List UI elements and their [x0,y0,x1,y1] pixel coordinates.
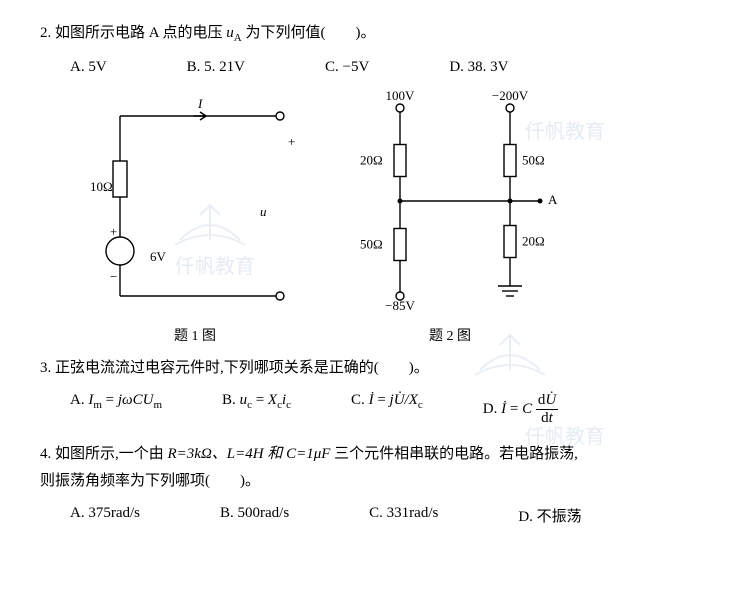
q4-opt-c: C. 331rad/s [369,505,438,526]
q3-opt-a: A. Im = jωCUm [70,392,162,427]
q2-opt-a: A. 5V [70,59,107,76]
question-4: 4. 如图所示,一个由 R=3kΩ、L=4H 和 C=1μF 三个元件相串联的电… [40,441,709,495]
q2-var: u [226,25,234,41]
figure-2: 100V −200V −85V A 20Ω 50Ω 50Ω 20Ω 题 2 图 [330,86,570,345]
q3-opt-d: D. İ = C dU̇dt [483,392,558,427]
svg-text:u: u [260,204,267,219]
fig1-label: 题 1 图 [80,325,310,345]
q3-options: A. Im = jωCUm B. uc = Xcic C. İ = jU̇/Xc… [70,392,709,427]
q3-opt-b: B. uc = Xcic [222,392,291,427]
question-3: 3. 正弦电流流过电容元件时,下列哪项关系是正确的( )。 [40,355,709,382]
q2-text: 如图所示电路 A 点的电压 [55,25,226,41]
fig1-circuit: 10Ω 6V Iu + + − [80,86,310,316]
q4-req: R=3kΩ、L=4H 和 C=1μF [168,446,331,462]
q4-text-a: 如图所示,一个由 [55,446,168,462]
q2-opt-d: D. 38. 3V [449,59,508,76]
q2-text2: 为下列何值( )。 [242,25,376,41]
svg-text:−85V: −85V [385,298,415,313]
q3-opt-c: C. İ = jU̇/Xc [351,392,423,427]
q3-number: 3. [40,360,51,376]
q4-number: 4. [40,446,51,462]
fig2-circuit: 100V −200V −85V A 20Ω 50Ω 50Ω 20Ω [330,86,570,316]
q2-options: A. 5V B. 5. 21V C. −5V D. 38. 3V [70,59,709,76]
q4-text-b: 三个元件相串联的电路。若电路振荡, [330,446,578,462]
svg-text:+: + [288,134,295,149]
svg-text:A: A [548,192,558,207]
q4-opt-a: A. 375rad/s [70,505,140,526]
q4-opt-b: B. 500rad/s [220,505,289,526]
q2-number: 2. [40,25,51,41]
q4-options: A. 375rad/s B. 500rad/s C. 331rad/s D. 不… [70,505,709,526]
svg-text:+: + [110,224,117,239]
svg-text:20Ω: 20Ω [360,152,383,167]
q2-var-sub: A [234,32,242,44]
svg-text:10Ω: 10Ω [90,179,113,194]
fig2-label: 题 2 图 [330,325,570,345]
svg-text:50Ω: 50Ω [360,236,383,251]
q4-text-c: 则振荡角频率为下列哪项( )。 [40,473,260,489]
q4-opt-d: D. 不振荡 [518,505,581,526]
svg-text:−: − [110,269,117,284]
svg-text:−200V: −200V [492,88,529,103]
q3-text: 正弦电流流过电容元件时,下列哪项关系是正确的( )。 [55,360,429,376]
q2-opt-b: B. 5. 21V [187,59,245,76]
svg-text:50Ω: 50Ω [522,152,545,167]
svg-text:6V: 6V [150,249,167,264]
svg-text:20Ω: 20Ω [522,233,545,248]
figure-1: 10Ω 6V Iu + + − 题 1 图 [80,86,310,345]
svg-text:100V: 100V [386,88,416,103]
question-2: 2. 如图所示电路 A 点的电压 uA 为下列何值( )。 [40,20,709,49]
svg-text:I: I [197,96,203,111]
q2-opt-c: C. −5V [325,59,369,76]
